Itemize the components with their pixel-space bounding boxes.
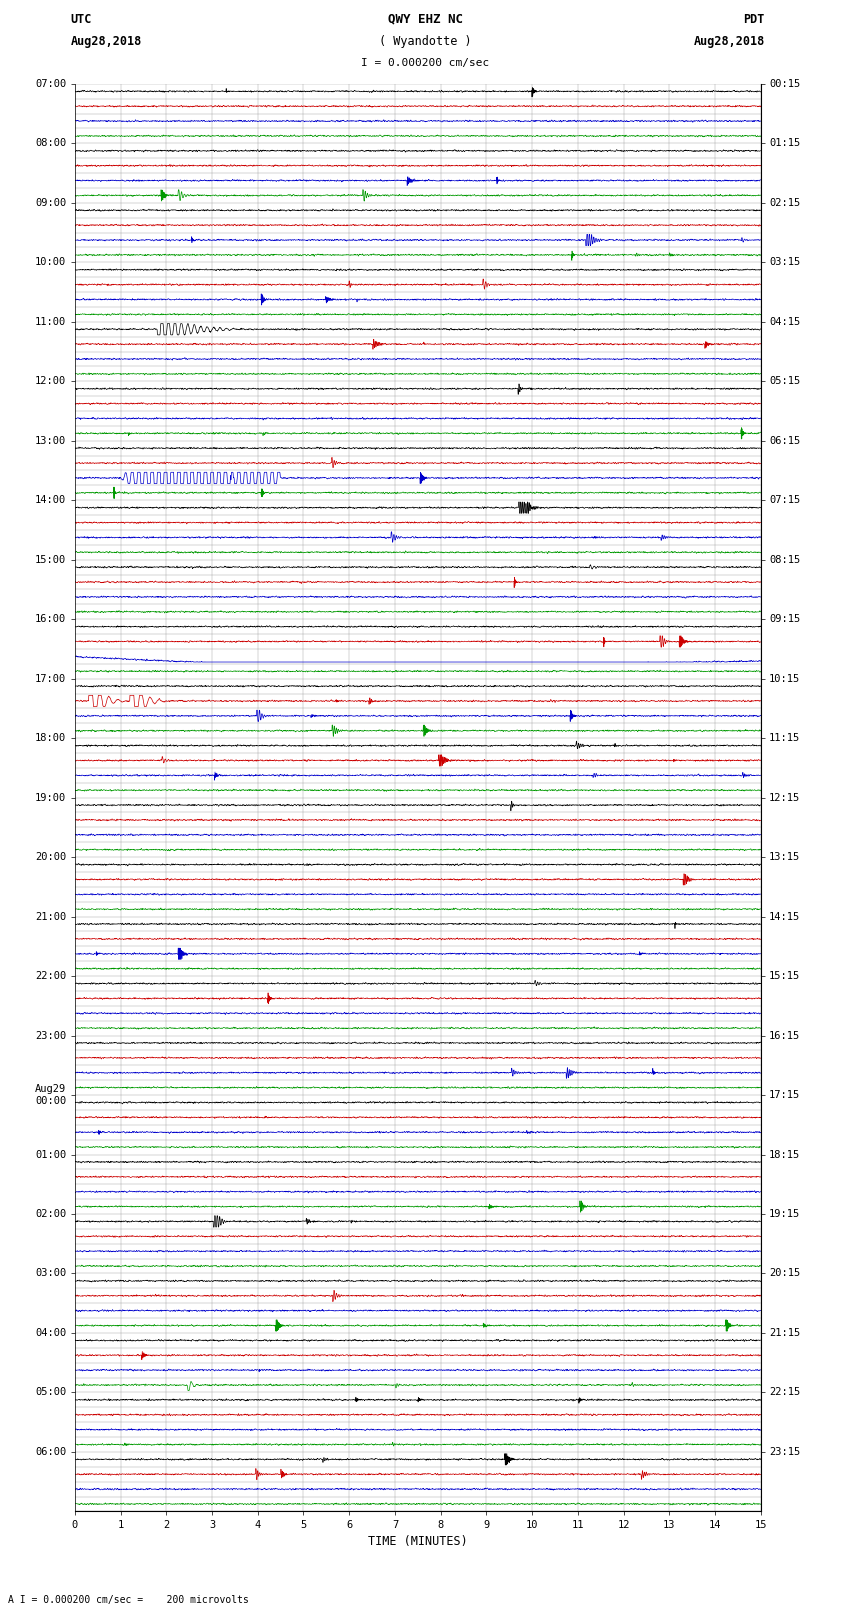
Text: Aug28,2018: Aug28,2018 bbox=[694, 35, 765, 48]
X-axis label: TIME (MINUTES): TIME (MINUTES) bbox=[368, 1534, 468, 1547]
Text: UTC: UTC bbox=[71, 13, 92, 26]
Text: QWY EHZ NC: QWY EHZ NC bbox=[388, 13, 462, 26]
Text: Aug28,2018: Aug28,2018 bbox=[71, 35, 142, 48]
Text: PDT: PDT bbox=[744, 13, 765, 26]
Text: I = 0.000200 cm/sec: I = 0.000200 cm/sec bbox=[361, 58, 489, 68]
Text: ( Wyandotte ): ( Wyandotte ) bbox=[379, 35, 471, 48]
Text: A I = 0.000200 cm/sec =    200 microvolts: A I = 0.000200 cm/sec = 200 microvolts bbox=[8, 1595, 249, 1605]
